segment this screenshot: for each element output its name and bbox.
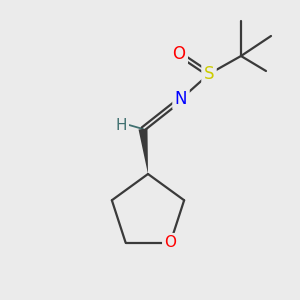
Polygon shape <box>139 128 148 174</box>
Text: O: O <box>164 235 176 250</box>
Text: H: H <box>115 118 127 133</box>
Text: O: O <box>172 45 185 63</box>
Text: S: S <box>204 65 214 83</box>
Text: N: N <box>175 90 187 108</box>
